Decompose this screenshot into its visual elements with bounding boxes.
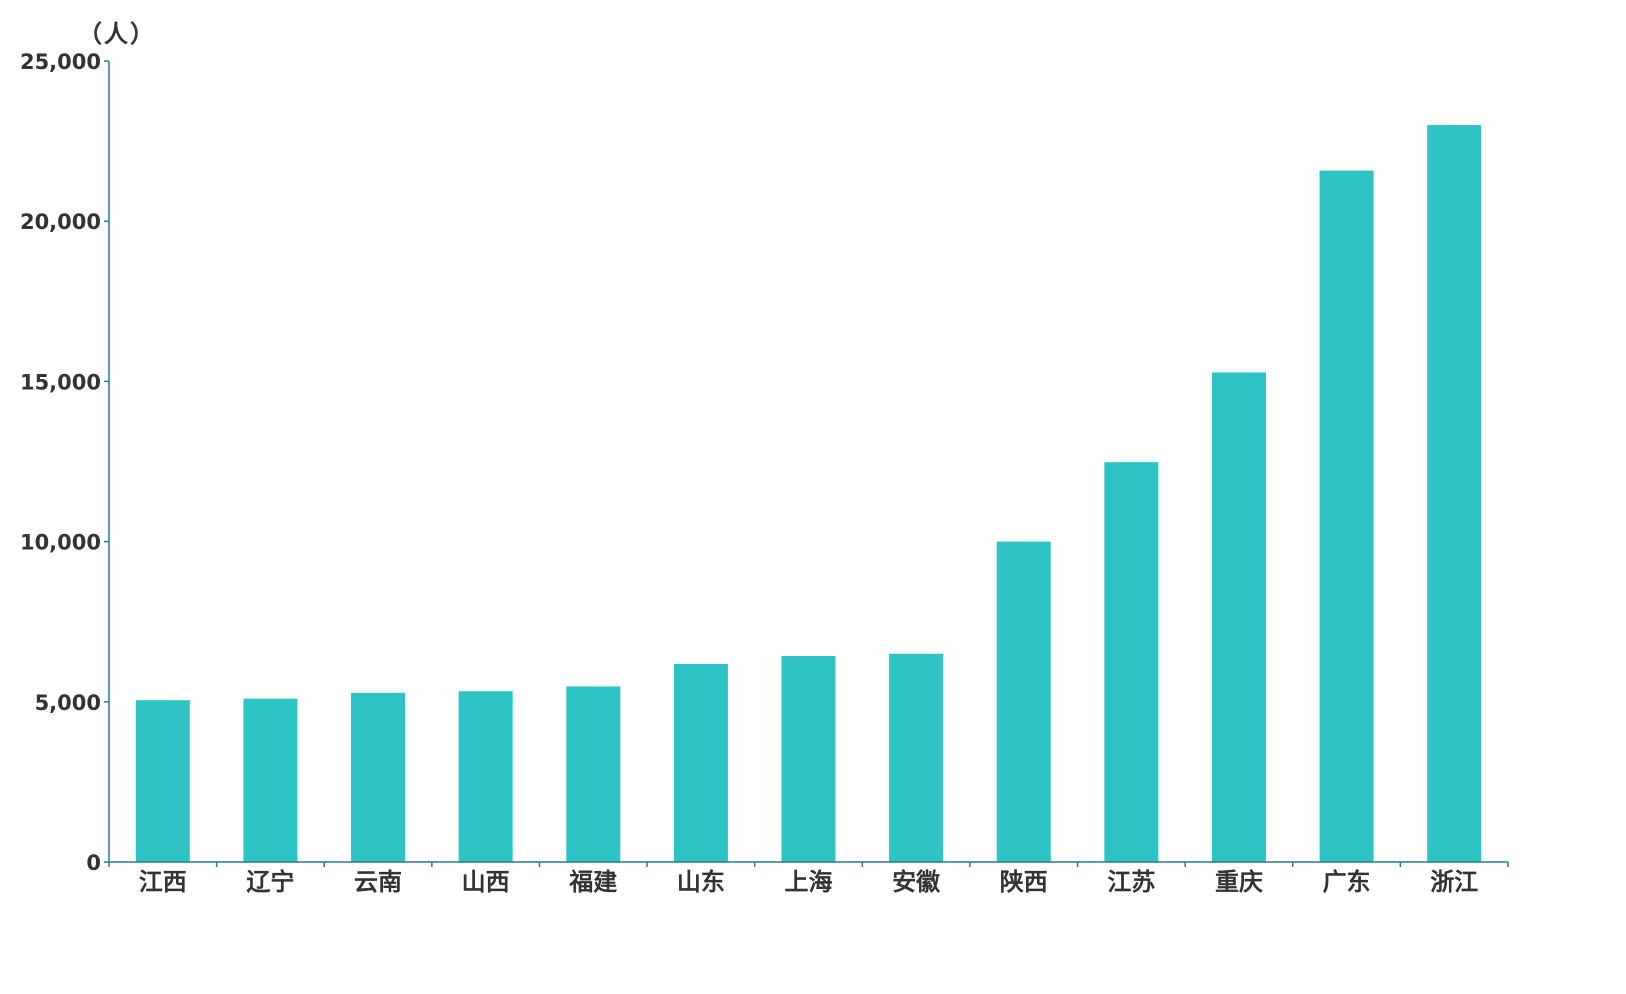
bar-2 (243, 698, 298, 862)
y-tick-label: 5,000 (35, 691, 101, 715)
y-tick-label: 25,000 (20, 50, 101, 74)
x-tick-label: 山西 (462, 868, 510, 896)
bar-1 (135, 700, 190, 862)
x-tick-label: 辽宁 (246, 868, 294, 896)
y-unit-label: （人） (78, 20, 156, 48)
bar-8 (889, 653, 944, 862)
bars-layer (135, 125, 1482, 863)
labels-layer: 0 5,000 10,000 15,000 20,000 25,000 江西 辽宁 云南 山西 福建… (20, 50, 1478, 896)
bar-6 (673, 663, 728, 862)
x-tick-label: 陕西 (1000, 868, 1048, 896)
bar-7 (781, 655, 836, 862)
x-tick-label: 安徽 (892, 868, 941, 896)
bar-12 (1319, 170, 1374, 863)
y-tick-label: 15,000 (20, 370, 101, 394)
x-tick-label: 浙江 (1430, 868, 1478, 896)
axes-layer (104, 60, 1509, 867)
bar-10 (1104, 462, 1159, 862)
y-tick-label: 20,000 (20, 210, 101, 234)
x-tick-label: 江苏 (1107, 868, 1155, 896)
bar-13 (1427, 125, 1482, 862)
bar-9 (996, 541, 1051, 862)
x-tick-label: 山东 (677, 868, 725, 896)
bar-3 (351, 692, 406, 862)
x-tick-label: 福建 (568, 868, 617, 896)
y-tick-label: 0 (86, 851, 101, 875)
y-tick-label: 10,000 (20, 531, 101, 555)
x-tick-label: 江西 (139, 868, 187, 896)
bar-5 (566, 686, 621, 862)
x-tick-label: 上海 (785, 868, 833, 896)
x-tick-label: 云南 (354, 868, 402, 896)
x-tick-label: 重庆 (1215, 868, 1263, 896)
bar-11 (1211, 372, 1266, 862)
bar-4 (458, 691, 513, 862)
x-tick-label: 广东 (1323, 868, 1371, 896)
